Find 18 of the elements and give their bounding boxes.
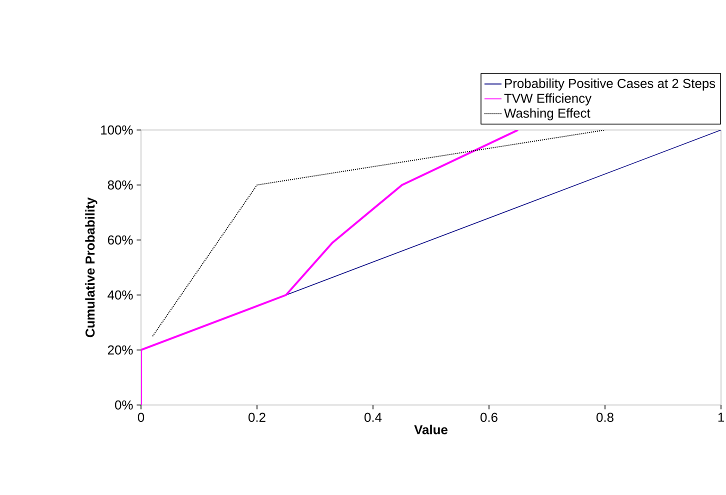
y-tick-label: 60%	[108, 235, 133, 245]
line-series	[141, 130, 520, 405]
x-tick-label: 0	[138, 412, 144, 422]
legend-label: Probability Positive Cases at 2 Steps	[505, 78, 716, 91]
y-tick-label: 100%	[101, 125, 133, 135]
x-tick-label: 0.4	[364, 412, 382, 422]
legend-label: TVW Efficiency	[504, 93, 592, 106]
x-tick-label: 0.8	[596, 412, 614, 422]
x-tick-label: 0.6	[480, 412, 498, 422]
y-tick-label: 20%	[108, 345, 133, 355]
y-tick-label: 40%	[108, 290, 133, 300]
y-axis-title: Cumulative Probability	[85, 197, 98, 338]
y-tick-label: 80%	[108, 180, 133, 190]
legend-label: Washing Effect	[504, 108, 590, 120]
x-axis-title: Value	[414, 424, 448, 434]
x-tick-label: 0.2	[248, 412, 266, 422]
x-tick-label: 1	[718, 412, 724, 422]
y-tick-label: 0%	[115, 400, 133, 410]
